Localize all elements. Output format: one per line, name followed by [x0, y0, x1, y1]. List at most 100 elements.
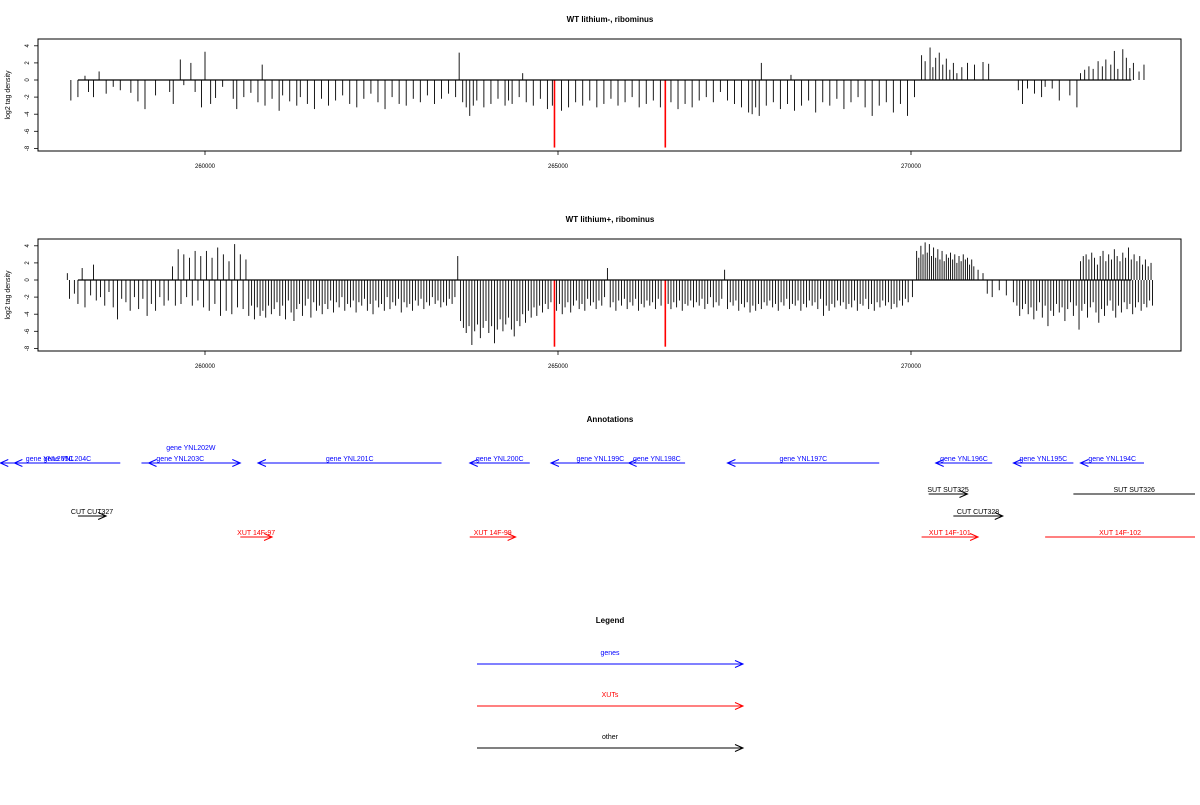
y-tick-label: 2 — [25, 261, 31, 265]
annotation-label: gene YNL202W — [166, 445, 216, 452]
annotation-label: SUT SUT325 — [927, 487, 969, 494]
annotation-label: gene YNL198C — [633, 456, 681, 463]
x-tick-label: 270000 — [901, 364, 922, 370]
feature-arrowhead — [13, 459, 23, 467]
y-tick-label: -6 — [25, 128, 31, 134]
legend: Legend genes XUTs other — [477, 616, 745, 752]
annotation-label: gene YNL205C — [26, 456, 74, 463]
feature-arrowhead — [959, 490, 969, 498]
legend-entry: XUTs — [477, 692, 745, 710]
panel2-ylabel: log2 tag density — [5, 270, 12, 320]
x-tick-label: 260000 — [195, 364, 216, 370]
y-tick-label: 4 — [25, 243, 31, 247]
panel-lithium-minus: WT lithium-, ribominus log2 tag density … — [5, 15, 1182, 170]
annotation-feature: SUT SUT326 — [1073, 487, 1195, 495]
legend-label: genes — [600, 650, 620, 657]
panel2-y-axis: 4 2 0 -2 -4 -6 -8 — [25, 243, 38, 351]
annotation-label: gene YNL194C — [1088, 456, 1136, 463]
feature-arrowhead — [97, 512, 108, 520]
annotation-feature: XUT 14F-97 — [237, 530, 275, 541]
panel1-x-axis: 260000 265000 270000 — [195, 151, 922, 170]
panel1-highlights — [553, 80, 667, 148]
legend-title: Legend — [596, 616, 625, 625]
feature-arrowhead — [969, 533, 980, 541]
panel1-bars — [70, 47, 1145, 116]
y-tick-label: 0 — [25, 78, 31, 82]
feature-arrowhead — [734, 660, 745, 668]
annotation-feature: gene YNL196C — [934, 456, 993, 467]
feature-arrowhead — [994, 512, 1005, 520]
y-tick-label: 0 — [25, 278, 31, 282]
panel1-title: WT lithium-, ribominus — [567, 15, 654, 24]
annotation-feature: gene YNL203C — [147, 456, 213, 467]
panel2-x-axis: 260000 265000 270000 — [195, 351, 922, 370]
x-tick-label: 265000 — [548, 164, 569, 170]
feature-arrowhead — [549, 459, 560, 467]
annotation-feature: gene YNL198C — [627, 456, 686, 467]
feature-arrowhead — [232, 459, 242, 467]
y-tick-label: -8 — [25, 345, 31, 351]
annotation-feature: gene YNL200C — [468, 456, 530, 467]
x-tick-label: 265000 — [548, 364, 569, 370]
feature-arrowhead — [507, 533, 517, 541]
feature-arrowhead — [627, 459, 637, 467]
feature-arrowhead — [263, 533, 274, 541]
annotation-feature: CUT CUT327 — [71, 509, 113, 520]
feature-arrowhead — [1012, 459, 1022, 467]
annotation-feature: XUT 14F-101 — [921, 530, 980, 541]
feature-arrowhead — [726, 459, 736, 467]
panel1-frame — [37, 38, 1182, 152]
feature-arrowhead — [468, 459, 478, 467]
x-tick-label: 270000 — [901, 164, 922, 170]
panel1-ylabel: log2 tag density — [5, 70, 12, 120]
annotation-feature: XUT 14F-99 — [469, 530, 517, 541]
feature-arrowhead — [0, 459, 9, 467]
annotation-label: SUT SUT326 — [1113, 487, 1155, 494]
annotation-feature: gene YNL195C — [1012, 456, 1074, 467]
y-tick-label: 4 — [25, 43, 31, 47]
y-tick-label: -4 — [25, 111, 31, 117]
feature-arrowhead — [1079, 459, 1089, 467]
annotation-feature: gene YNL197C — [726, 456, 880, 467]
annotation-label: XUT 14F-101 — [929, 530, 971, 537]
legend-entry: other — [477, 734, 745, 752]
y-tick-label: -6 — [25, 328, 31, 334]
legend-label: other — [602, 734, 619, 741]
annotation-feature: gene YNL202W — [141, 445, 242, 467]
panel2-highlights — [553, 280, 667, 347]
y-tick-label: -2 — [25, 294, 31, 300]
annotation-feature: gene YNL194C — [1079, 456, 1144, 467]
legend-entries: genes XUTs other — [477, 650, 745, 752]
annotation-feature: gene YNL204C — [13, 456, 121, 467]
feature-arrowhead — [734, 702, 745, 710]
y-tick-label: 2 — [25, 61, 31, 65]
annotation-label: CUT CUT328 — [957, 509, 999, 516]
x-tick-label: 260000 — [195, 164, 216, 170]
y-tick-label: -4 — [25, 311, 31, 317]
annotation-feature: CUT CUT328 — [953, 509, 1005, 520]
feature-arrowhead — [256, 459, 267, 467]
annotation-feature: SUT SUT325 — [927, 487, 969, 498]
panel2-frame — [37, 238, 1182, 352]
y-tick-label: -8 — [25, 145, 31, 151]
annotation-label: gene YNL195C — [1020, 456, 1068, 463]
annotation-feature: gene YNL201C — [256, 456, 442, 467]
annotation-label: gene YNL199C — [576, 456, 624, 463]
legend-entry: genes — [477, 650, 745, 668]
annotation-label: XUT 14F-102 — [1099, 530, 1141, 537]
feature-arrowhead — [734, 744, 745, 752]
annotations-title: Annotations — [587, 415, 634, 424]
annotation-feature: XUT 14F-102 — [1045, 530, 1195, 538]
annotation-label: gene YNL204C — [43, 456, 91, 463]
panel-lithium-plus: WT lithium+, ribominus log2 tag density … — [5, 215, 1182, 370]
legend-label: XUTs — [602, 692, 619, 699]
feature-arrowhead — [934, 459, 944, 467]
annotation-label: gene YNL196C — [940, 456, 988, 463]
panel2-bars — [66, 242, 1153, 345]
panel1-y-axis: 4 2 0 -2 -4 -6 -8 — [25, 43, 38, 151]
annotation-label: gene YNL203C — [156, 456, 204, 463]
